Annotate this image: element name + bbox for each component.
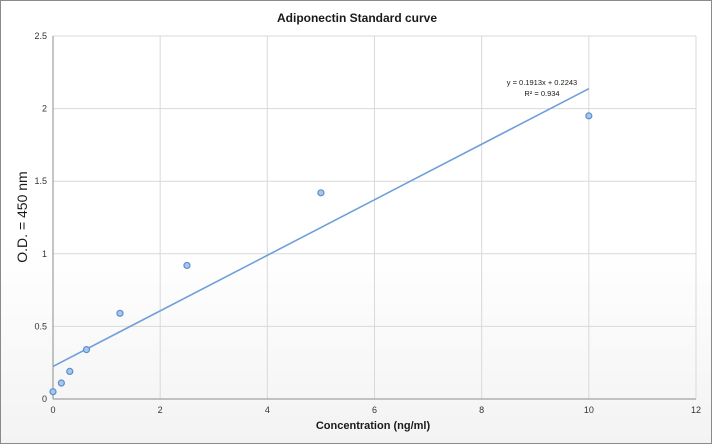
y-tick-label: 0	[42, 394, 47, 404]
gridlines	[53, 35, 697, 399]
data-point	[116, 309, 124, 317]
x-tick-label: 8	[479, 405, 484, 415]
data-point	[183, 261, 191, 270]
y-tick-labels: 0 0.5 1 1.5 2 2.5	[34, 31, 47, 404]
x-tick-label: 0	[50, 405, 55, 415]
y-axis-label: O.D. = 450 nm	[14, 171, 30, 262]
x-tick-label: 4	[265, 405, 270, 415]
axes	[52, 36, 696, 400]
data-point	[49, 388, 57, 396]
data-point	[317, 189, 325, 197]
x-tick-label: 6	[372, 405, 377, 415]
x-tick-label: 2	[158, 405, 163, 415]
x-tick-label: 10	[584, 405, 594, 415]
y-tick-label: 0.5	[34, 321, 47, 331]
trendline-r-squared: R² = 0.934	[524, 89, 559, 98]
y-tick-label: 2.5	[34, 31, 47, 41]
y-tick-label: 1	[42, 249, 47, 259]
x-tick-labels: 0 2 4 6 8 10 12	[50, 405, 701, 415]
y-tick-label: 1.5	[34, 176, 47, 186]
y-tick-label: 2	[42, 104, 47, 114]
data-point	[82, 346, 91, 354]
x-axis-label: Concentration (ng/ml)	[316, 420, 431, 432]
trendline-equation: y = 0.1913x + 0.2243	[507, 78, 577, 87]
data-point	[585, 112, 593, 120]
trendline	[52, 87, 590, 368]
data-point	[57, 379, 65, 387]
data-points	[49, 112, 593, 396]
trendline-path	[52, 87, 590, 368]
chart-title: Adiponectin Standard curve	[277, 11, 437, 25]
data-point	[66, 367, 74, 376]
x-tick-label: 12	[691, 405, 701, 415]
